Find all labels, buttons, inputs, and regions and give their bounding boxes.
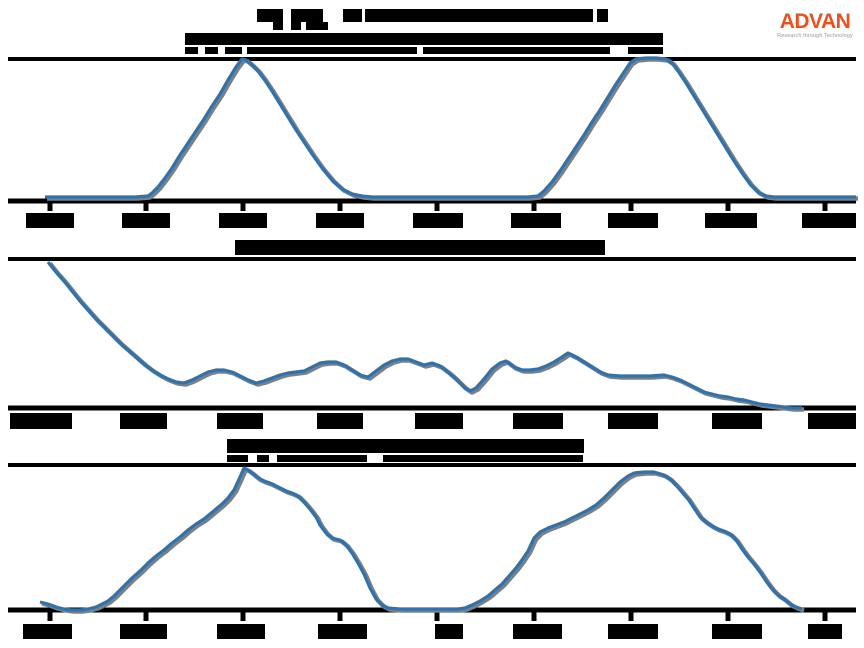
x-tick — [531, 203, 537, 211]
redacted-header-text — [423, 47, 610, 54]
x-tick — [822, 612, 828, 621]
x-tick — [531, 612, 537, 621]
redacted-tick-label — [23, 624, 72, 639]
redacted-tick-label — [318, 624, 367, 639]
redacted-tick-label — [511, 213, 561, 228]
redacted-header-text — [343, 9, 362, 22]
x-tick — [337, 612, 343, 621]
redacted-tick-label — [608, 413, 658, 429]
series-line-shadow — [48, 262, 804, 412]
chart-1 — [8, 56, 858, 228]
redacted-chart-title — [235, 240, 605, 255]
x-tick — [725, 203, 731, 211]
redacted-tick-label — [122, 213, 170, 228]
redacted-tick-label — [808, 413, 856, 429]
x-tick — [240, 203, 246, 211]
redacted-tick-label — [808, 624, 842, 639]
redacted-header-text — [291, 9, 323, 22]
redacted-header-text — [185, 47, 198, 54]
redacted-tick-label — [435, 624, 463, 639]
redacted-header-text — [185, 33, 663, 45]
redacted-chart-title — [383, 455, 583, 462]
redacted-chart-title — [277, 455, 367, 462]
redacted-tick-label — [217, 413, 263, 429]
x-tick — [434, 203, 440, 211]
series-line — [46, 261, 802, 410]
redacted-header-text — [597, 9, 608, 22]
advan-logo-wordmark: ADVAN — [779, 10, 851, 33]
redacted-tick-label — [26, 213, 74, 228]
redacted-tick-label — [513, 624, 562, 639]
redacted-tick-label — [415, 413, 463, 429]
redacted-header-text — [291, 22, 301, 30]
redacted-header-text — [205, 47, 218, 54]
redacted-tick-label — [120, 624, 167, 639]
redacted-chart-title — [227, 455, 248, 462]
redacted-tick-label — [217, 624, 265, 639]
series-line — [45, 56, 856, 199]
x-tick — [47, 612, 53, 621]
redacted-tick-label — [513, 413, 563, 429]
x-tick — [434, 612, 440, 621]
redacted-header-text — [628, 47, 663, 54]
redacted-tick-label — [10, 413, 72, 429]
x-tick — [822, 203, 828, 211]
redacted-tick-label — [712, 413, 762, 429]
series-line — [39, 466, 803, 612]
redacted-tick-label — [608, 624, 658, 639]
redacted-header-text — [225, 47, 242, 54]
redacted-header-text — [273, 22, 283, 30]
redacted-tick-label — [316, 213, 364, 228]
redacted-tick-label — [705, 213, 757, 228]
advan-logo-tagline: Research through Technology — [777, 33, 853, 39]
redacted-chart-title — [257, 455, 269, 462]
redacted-chart-title — [227, 439, 584, 453]
redacted-tick-label — [712, 624, 762, 639]
x-tick — [337, 203, 343, 211]
redacted-tick-label — [802, 213, 856, 228]
x-tick — [725, 612, 731, 621]
redacted-tick-label — [413, 213, 463, 228]
x-tick — [240, 612, 246, 621]
advan-logo: ADVAN Research through Technology — [777, 11, 853, 40]
chart-3 — [8, 439, 856, 639]
x-tick — [47, 203, 53, 211]
redacted-tick-label — [317, 413, 363, 429]
redacted-tick-label — [219, 213, 267, 228]
x-tick — [628, 203, 634, 211]
redacted-tick-label — [608, 213, 658, 228]
x-tick — [628, 612, 634, 621]
redacted-tick-label — [120, 413, 167, 429]
redacted-header-text — [257, 9, 283, 22]
series-line-shadow — [41, 467, 805, 614]
x-tick — [143, 203, 149, 211]
redacted-header-text — [365, 9, 593, 22]
redacted-header-text — [306, 22, 328, 30]
x-tick — [143, 612, 149, 621]
chart-2 — [8, 240, 856, 429]
redacted-header-text — [247, 47, 417, 54]
series-line-shadow — [47, 57, 858, 201]
